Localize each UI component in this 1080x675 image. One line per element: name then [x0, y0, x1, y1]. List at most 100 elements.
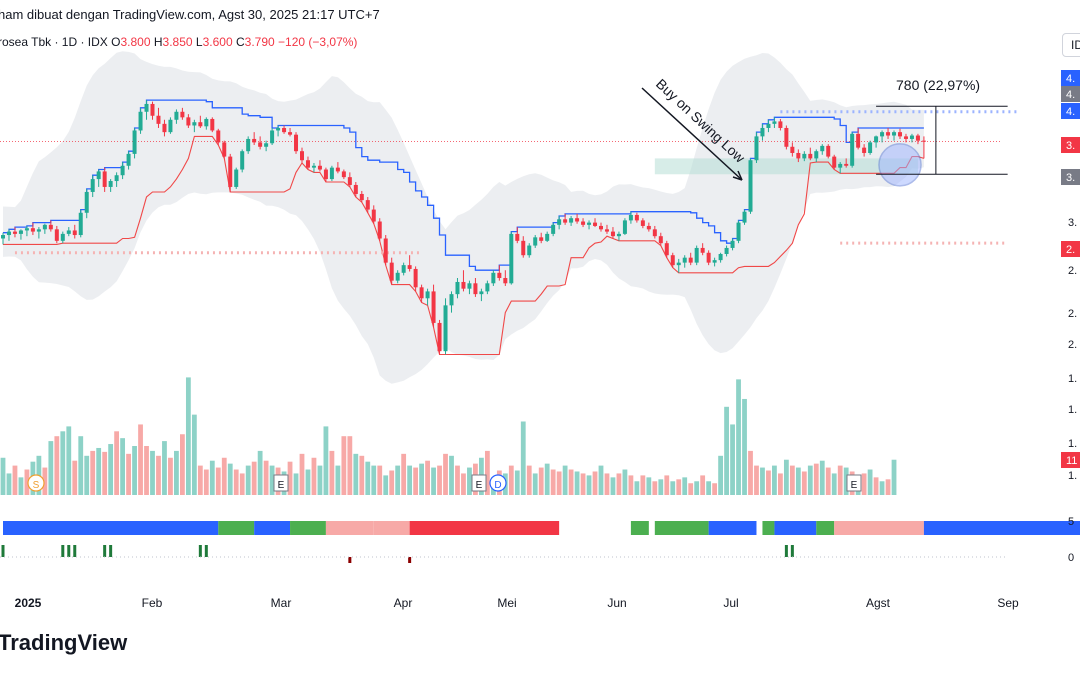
candle-body	[216, 130, 221, 143]
candle-body	[515, 233, 520, 241]
close-value: 3.790	[244, 35, 275, 49]
arrow-shaft	[641, 87, 743, 181]
candle-body	[760, 127, 765, 137]
volume-bar	[227, 463, 233, 495]
price-label-bg	[1061, 241, 1080, 257]
volume-bar	[664, 475, 670, 495]
volume-bar	[652, 481, 658, 495]
volume-bar	[245, 465, 251, 495]
volume-bar	[825, 467, 831, 495]
volume-bar	[305, 469, 311, 495]
volume-bar	[419, 463, 424, 495]
volume-bar	[706, 481, 712, 495]
candle-body	[808, 153, 813, 159]
candle-body	[915, 135, 920, 141]
candle-body	[395, 272, 400, 281]
candle-body	[282, 127, 287, 133]
volume-bar	[102, 451, 108, 495]
volume-bar	[108, 444, 114, 495]
candle-body	[497, 272, 502, 279]
volume-bar	[754, 465, 759, 495]
candle-body	[12, 231, 17, 234]
volume-bar	[580, 473, 586, 495]
volume-bar	[48, 441, 54, 495]
volume-bar	[837, 465, 843, 495]
candle-body	[66, 230, 71, 234]
candle-body	[563, 219, 568, 223]
candle-body	[252, 138, 257, 143]
volume-bar	[682, 477, 688, 495]
indicator-segment	[654, 521, 709, 535]
candle-body	[880, 132, 885, 137]
candle-body	[455, 281, 460, 295]
histogram-spike	[348, 557, 352, 563]
volume-bar	[90, 450, 96, 495]
candle-body	[682, 257, 687, 263]
volume-bar	[156, 455, 161, 495]
histogram-spike	[109, 545, 113, 557]
candle-body	[772, 121, 777, 124]
price-label: 2.	[1066, 244, 1075, 256]
candle-body	[84, 191, 89, 213]
volume-bar	[126, 453, 131, 495]
volume-bar	[263, 460, 269, 495]
candle-body	[174, 111, 179, 120]
volume-bar	[329, 450, 335, 495]
volume-bar	[658, 479, 664, 495]
volume-bar	[174, 450, 179, 495]
candle-body	[18, 230, 23, 234]
event-marker-earnings	[471, 474, 487, 492]
candle-body	[898, 132, 902, 137]
candle-body	[180, 111, 185, 118]
volume-bar	[449, 455, 454, 495]
volume-bar	[718, 455, 723, 495]
indicator-segment	[630, 521, 649, 535]
volume-bar	[455, 465, 460, 495]
candle-body	[353, 184, 358, 194]
candle-body	[473, 283, 478, 295]
candle-body	[198, 122, 203, 127]
volume-bar	[885, 479, 891, 495]
volume-bar	[191, 414, 197, 495]
volume-bar	[484, 450, 490, 495]
volume-bar	[138, 424, 143, 495]
price-label-bg	[1061, 137, 1080, 153]
candle-body	[587, 222, 592, 225]
volume-bar	[72, 460, 78, 495]
candle-body	[323, 169, 328, 180]
candle-body	[610, 231, 615, 237]
volume-bar	[12, 465, 18, 495]
indicator-segment	[774, 521, 817, 535]
volume-bar	[269, 465, 275, 495]
histogram-spike	[790, 545, 794, 557]
candle-body	[407, 265, 412, 269]
time-axis-tick: Apr	[394, 596, 413, 610]
candle-body	[24, 228, 29, 231]
candle-body	[694, 247, 699, 263]
volume-bar	[634, 481, 640, 495]
time-axis-tick: Agst	[866, 596, 891, 610]
candle-body	[288, 132, 293, 135]
candle-body	[413, 268, 418, 288]
volume-bar	[407, 465, 413, 495]
candle-body	[317, 165, 322, 170]
volume-bar	[347, 436, 353, 495]
candle-body	[467, 283, 472, 289]
candle-body	[503, 278, 508, 284]
volume-bar	[622, 469, 628, 495]
candle-body	[210, 118, 215, 131]
high-value: 3.850	[162, 35, 193, 49]
candle-body	[48, 224, 53, 230]
currency-button[interactable]: ID	[1062, 33, 1080, 57]
candle-body	[300, 151, 304, 161]
indicator-segment	[708, 521, 757, 535]
volume-bar	[526, 465, 532, 495]
high-label: H	[153, 35, 163, 49]
indicator-segment	[3, 521, 219, 535]
volume-bar	[377, 465, 383, 495]
candle-body	[192, 122, 197, 126]
candle-body	[826, 145, 831, 157]
volume-bar	[293, 473, 299, 495]
candle-body	[126, 153, 131, 166]
